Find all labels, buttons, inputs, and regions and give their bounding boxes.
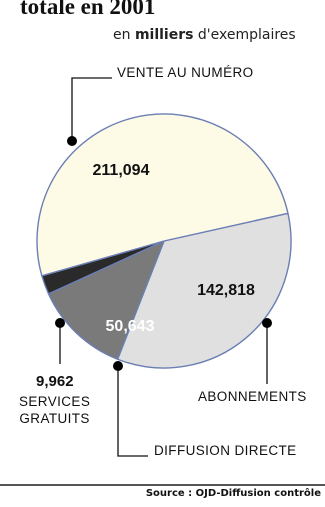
- chart-title: totale en 2001: [20, 0, 156, 19]
- leader-lines: [55, 77, 272, 457]
- leader-diffusion-directe-line: [117, 366, 148, 457]
- leader-diffusion-directe: [113, 361, 148, 457]
- label-services-gratuits-line1: SERVICES: [19, 394, 91, 409]
- slice-diffusion-directe: [47, 240, 165, 360]
- label-vente-au-numero: VENTE AU NUMÉRO: [117, 65, 254, 80]
- leader-abonnements: [262, 318, 272, 384]
- pie-value-labels: 211,094 142,818 50,643: [93, 162, 255, 335]
- leader-abonnements-dot: [262, 318, 272, 328]
- slice-vente-au-numero: [36, 113, 289, 277]
- chart-subtitle: en milliers d'exemplaires: [113, 27, 296, 43]
- leader-vente-au-numero-line: [71, 77, 112, 141]
- value-label-abonnements: 142,818: [197, 282, 255, 299]
- footer-rule: [0, 484, 325, 486]
- subtitle-unit-bold: milliers: [134, 27, 194, 43]
- value-label-vente-au-numero: 211,094: [93, 162, 150, 179]
- value-label-diffusion-directe: 50,643: [106, 318, 155, 335]
- source-note: Source : OJD-Diffusion contrôle: [145, 488, 321, 499]
- label-services-gratuits-line2: GRATUITS: [19, 411, 90, 426]
- pie-slices: [36, 113, 292, 369]
- leader-services-gratuits-dot: [55, 318, 65, 328]
- leader-diffusion-directe-dot: [113, 361, 123, 371]
- slice-abonnements: [116, 212, 292, 369]
- leader-vente-au-numero: [67, 77, 112, 146]
- value-services-gratuits: 9,962: [36, 373, 74, 390]
- label-abonnements: ABONNEMENTS: [198, 389, 307, 404]
- label-diffusion-directe: DIFFUSION DIRECTE: [154, 443, 297, 458]
- leader-services-gratuits: [55, 318, 65, 364]
- leader-vente-au-numero-dot: [67, 136, 77, 146]
- label-services-gratuits: SERVICES GRATUITS: [19, 393, 90, 427]
